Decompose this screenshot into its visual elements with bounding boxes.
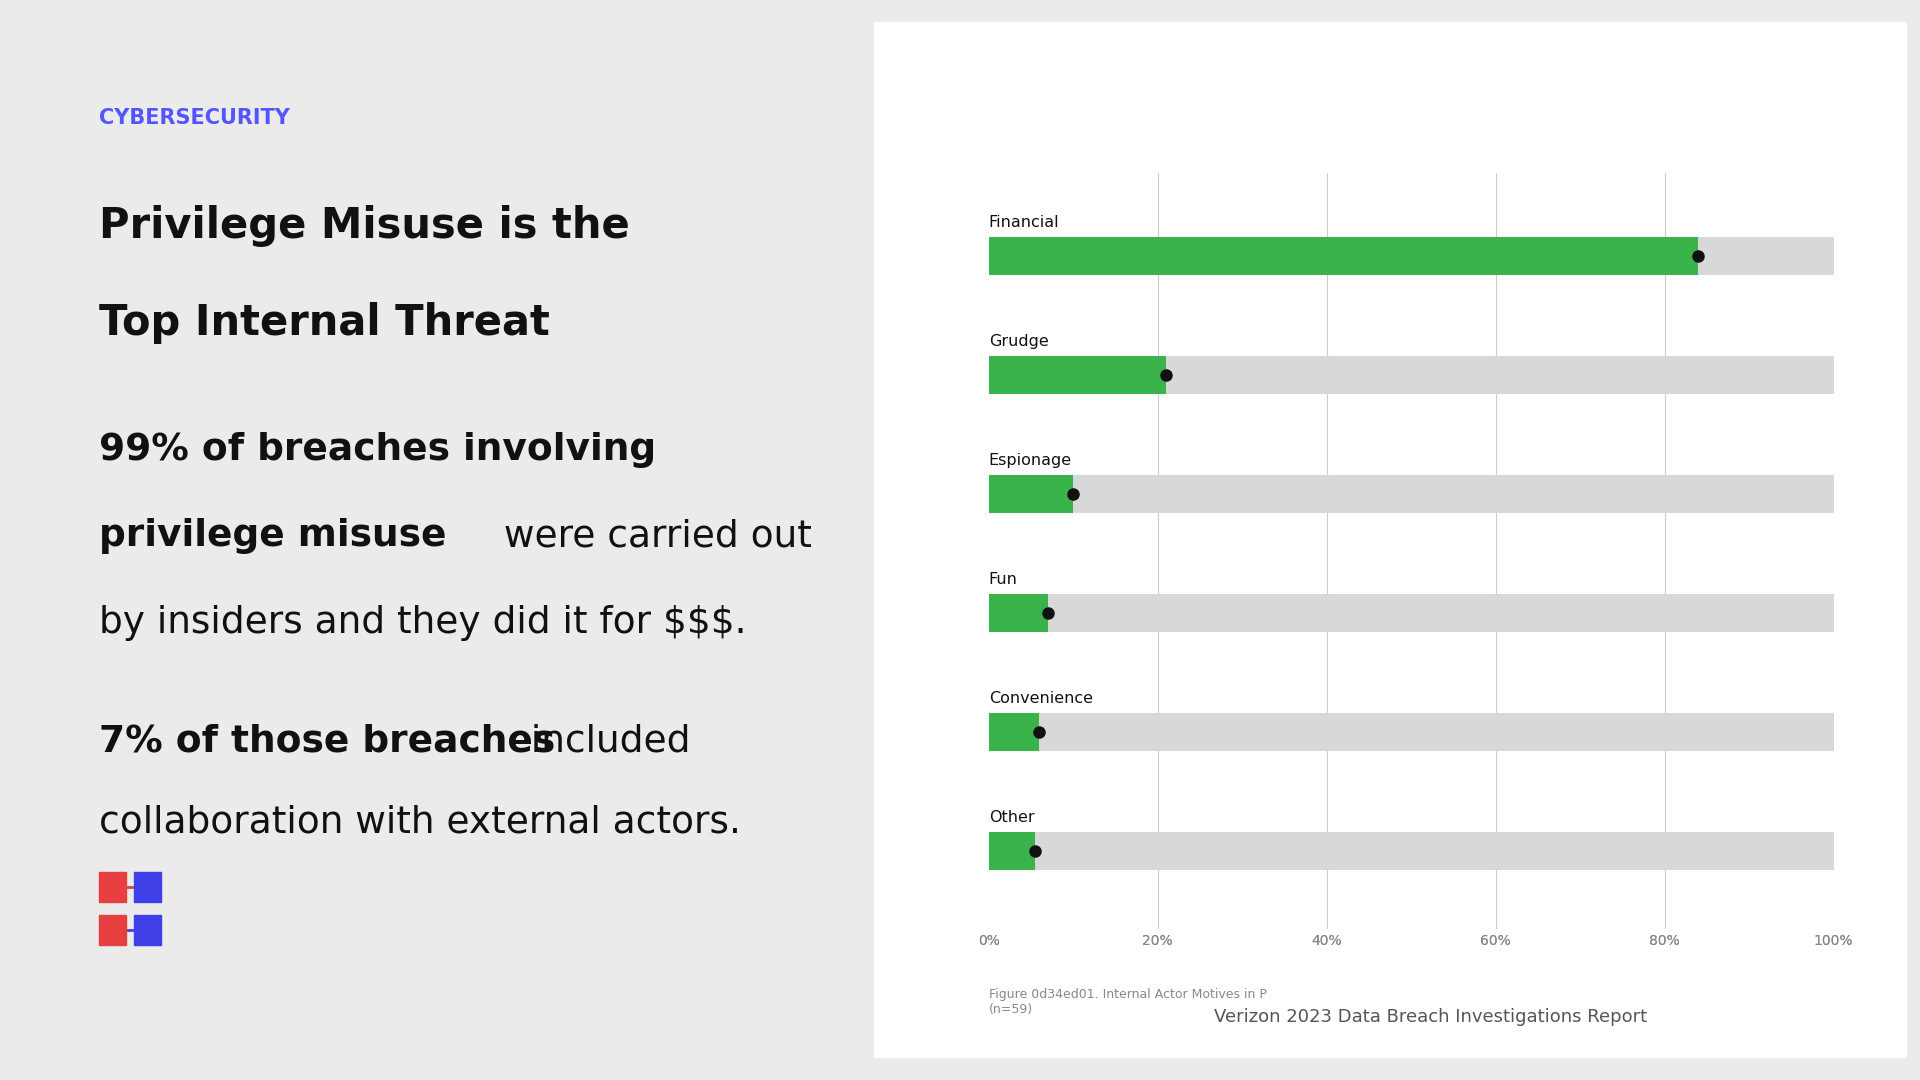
Bar	[134, 872, 161, 902]
Bar	[989, 713, 1039, 752]
Text: Privilege Misuse is the: Privilege Misuse is the	[100, 205, 630, 247]
Bar	[989, 594, 1834, 633]
Text: included: included	[518, 724, 691, 759]
Bar	[134, 915, 161, 945]
Text: Financial: Financial	[989, 215, 1060, 230]
Text: CYBERSECURITY: CYBERSECURITY	[100, 108, 290, 129]
Text: collaboration with external actors.: collaboration with external actors.	[100, 805, 741, 840]
Text: Figure 0d34ed01. Internal Actor Motives in P
(n=59): Figure 0d34ed01. Internal Actor Motives …	[989, 988, 1267, 1016]
Text: Fun: Fun	[989, 572, 1018, 588]
Bar	[989, 475, 1834, 513]
Bar	[989, 356, 1165, 394]
Bar	[989, 594, 1048, 633]
Bar	[989, 475, 1073, 513]
Text: were carried out: were carried out	[492, 518, 812, 554]
Text: 7% of those breaches: 7% of those breaches	[100, 724, 555, 759]
Bar	[989, 833, 1035, 870]
Text: Convenience: Convenience	[989, 691, 1092, 706]
Bar	[100, 915, 127, 945]
Bar	[100, 872, 127, 902]
Text: Other: Other	[989, 810, 1035, 825]
Bar	[989, 356, 1834, 394]
Bar	[989, 238, 1699, 275]
Bar	[989, 833, 1834, 870]
Bar	[989, 238, 1834, 275]
Text: Top Internal Threat: Top Internal Threat	[100, 302, 551, 345]
Text: Verizon 2023 Data Breach Investigations Report: Verizon 2023 Data Breach Investigations …	[1213, 1008, 1647, 1026]
Text: by insiders and they did it for $$$.: by insiders and they did it for $$$.	[100, 605, 770, 640]
Text: privilege misuse: privilege misuse	[100, 518, 447, 554]
Text: Grudge: Grudge	[989, 334, 1048, 349]
Text: Espionage: Espionage	[989, 453, 1071, 468]
Text: 99% of breaches involving: 99% of breaches involving	[100, 432, 657, 468]
FancyBboxPatch shape	[843, 0, 1920, 1080]
Bar	[989, 713, 1834, 752]
